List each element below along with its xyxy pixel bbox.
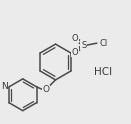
Text: S: S bbox=[81, 41, 87, 50]
Text: O: O bbox=[72, 34, 78, 43]
Text: O: O bbox=[42, 85, 49, 94]
Text: N: N bbox=[1, 82, 8, 91]
Text: HCl: HCl bbox=[94, 67, 112, 77]
Text: Cl: Cl bbox=[100, 39, 108, 48]
Text: O: O bbox=[72, 48, 78, 57]
